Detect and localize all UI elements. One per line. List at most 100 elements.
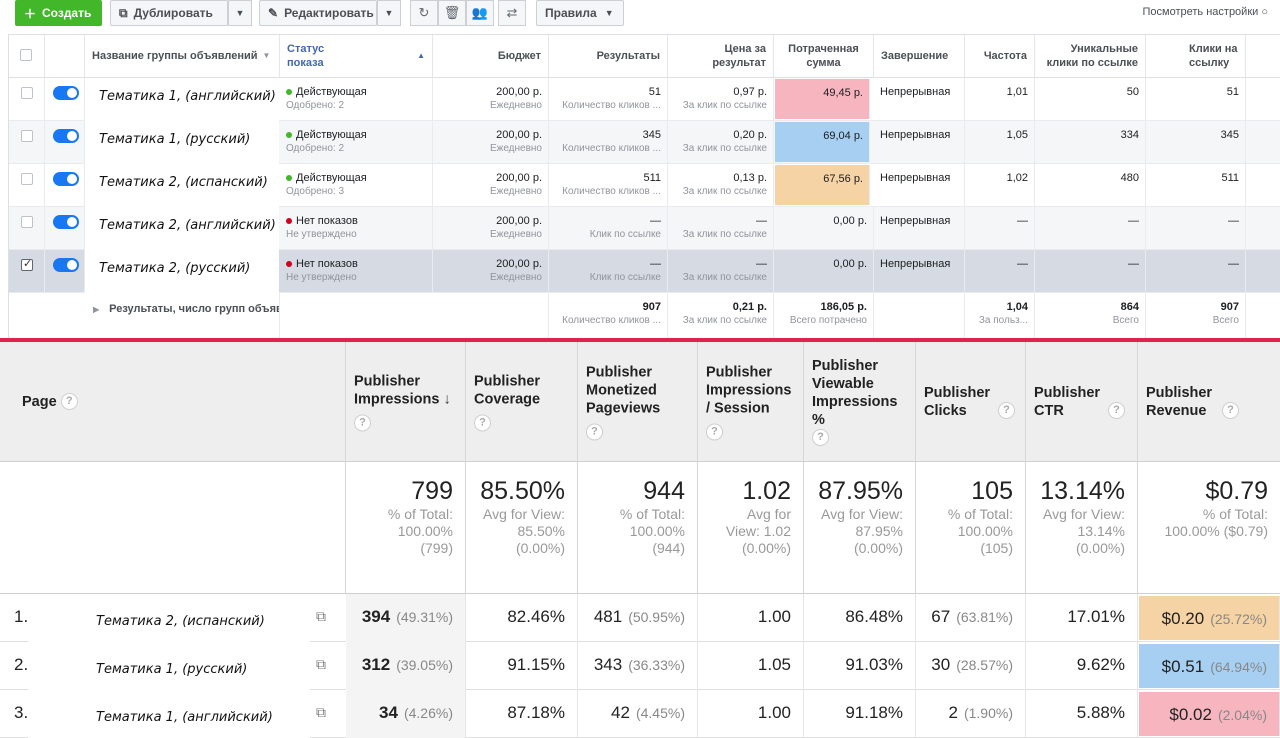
adset-status: Нет показов Не утверждено <box>280 250 433 293</box>
total-line3: (0.00%) <box>515 540 565 556</box>
results-value: — <box>650 215 661 227</box>
adset-budget[interactable]: 200,00 р. Ежедневно <box>433 78 549 121</box>
trash-icon: 🗑 <box>443 5 461 20</box>
open-page-icon[interactable]: ⧉ <box>316 704 326 720</box>
header-spent[interactable]: Потраченная сумма <box>774 35 874 78</box>
row-ctr: 9.62% <box>1026 642 1138 690</box>
edit-button[interactable]: ✎ Редактировать <box>259 0 377 26</box>
delete-button[interactable]: 🗑 <box>438 0 466 26</box>
adset-toggle[interactable] <box>53 258 79 272</box>
header-unique-clicks-label: Уникальные клики по ссылке <box>1046 43 1138 69</box>
row-checkbox[interactable] <box>21 173 33 185</box>
view-settings-link[interactable]: Посмотреть настройки ○ <box>1143 6 1268 18</box>
adset-row[interactable]: Тематика 2, (испанский) Действующая Одобр… <box>9 164 1280 207</box>
adset-frequency: 1,05 <box>965 121 1035 164</box>
adset-name[interactable]: Тематика 1, (английский) <box>85 78 279 121</box>
preview-button[interactable]: ⇄ <box>498 0 526 26</box>
header-imp-session[interactable]: Publisher Impressions / Session? <box>698 342 804 462</box>
header-ctr[interactable]: Publisher CTR ? <box>1026 342 1138 462</box>
header-revenue[interactable]: Publisher Revenue ? <box>1138 342 1280 462</box>
header-viewable[interactable]: Publisher Viewable Impressions % ? <box>804 342 916 462</box>
adset-budget[interactable]: 200,00 р. Ежедневно <box>433 164 549 207</box>
row-checkbox[interactable] <box>21 216 33 228</box>
table-row[interactable]: 3. Тематика 1, (английский) ⧉ 34 (4.26%) 8… <box>0 690 1280 738</box>
help-icon[interactable]: ? <box>354 414 371 431</box>
adset-name[interactable]: Тематика 2, (русский) <box>85 250 279 293</box>
header-impressions[interactable]: Publisher Impressions ↓? <box>346 342 466 462</box>
header-frequency[interactable]: Частота <box>965 35 1035 78</box>
help-icon[interactable]: ? <box>812 429 829 447</box>
help-icon[interactable]: ? <box>706 423 723 440</box>
adset-budget[interactable]: 200,00 р. Ежедневно <box>433 207 549 250</box>
header-status[interactable]: Статус показа ▲ <box>280 35 433 78</box>
open-page-icon[interactable]: ⧉ <box>316 608 326 624</box>
header-name[interactable]: Название группы объявлений ▼ <box>85 35 280 78</box>
header-results[interactable]: Результаты <box>549 35 668 78</box>
adset-name[interactable]: Тематика 2, (английский) <box>85 207 279 250</box>
adset-name[interactable]: Тематика 1, (русский) <box>85 121 279 164</box>
open-page-icon[interactable]: ⧉ <box>316 656 326 672</box>
duplicate-button[interactable]: ⧉ Дублировать <box>110 0 228 26</box>
page-name[interactable]: Тематика 2, (испанский) <box>28 594 310 642</box>
row-checkbox[interactable] <box>21 87 33 99</box>
header-clicks[interactable]: Publisher Clicks ? <box>916 342 1026 462</box>
help-icon[interactable]: ? <box>474 414 491 431</box>
adset-toggle[interactable] <box>53 215 79 229</box>
header-end[interactable]: Завершение <box>874 35 965 78</box>
audience-button[interactable]: 👥 <box>466 0 494 26</box>
help-icon[interactable]: ? <box>586 423 603 440</box>
adset-toggle[interactable] <box>53 86 79 100</box>
row-ctr: 17.01% <box>1026 594 1138 642</box>
table-row[interactable]: 1. Тематика 2, (испанский) ⧉ 394 (49.31%) … <box>0 594 1280 642</box>
results-sub: Клик по ссылке <box>589 229 661 240</box>
page-cell[interactable]: Тематика 2, (испанский) ⧉ <box>0 594 346 642</box>
page-cell[interactable]: Тематика 1, (английский) ⧉ <box>0 690 346 738</box>
adset-row[interactable]: Тематика 1, (английский) Действующая Одоб… <box>9 78 1280 121</box>
help-icon[interactable]: ? <box>1222 402 1240 420</box>
impressions-value: 34 <box>379 703 398 722</box>
duplicate-dropdown-button[interactable]: ▼ <box>228 0 252 26</box>
page-cell[interactable]: Тематика 1, (русский) ⧉ <box>0 642 346 690</box>
edit-dropdown-button[interactable]: ▼ <box>377 0 401 26</box>
help-icon[interactable]: ? <box>60 393 78 411</box>
row-revenue: $0.51 (64.94%) <box>1139 644 1280 688</box>
header-extra <box>1246 35 1280 78</box>
header-monetized[interactable]: Publisher Monetized Pageviews? <box>578 342 698 462</box>
refresh-button[interactable]: ↻ <box>410 0 438 26</box>
adset-toggle[interactable] <box>53 172 79 186</box>
table-row[interactable]: 2. Тематика 1, (русский) ⧉ 312 (39.05%) 91… <box>0 642 1280 690</box>
header-cost[interactable]: Цена за результат <box>668 35 774 78</box>
rules-button[interactable]: Правила ▼ <box>536 0 624 26</box>
adset-toggle[interactable] <box>53 129 79 143</box>
preview-icon: ⇄ <box>506 5 518 20</box>
total-revenue: $0.79 % of Total: 100.00% ($0.79) <box>1138 462 1280 594</box>
help-icon[interactable]: ? <box>1108 402 1126 420</box>
adset-cost: 0,20 р. За клик по ссылке <box>668 121 774 164</box>
adset-name[interactable]: Тематика 2, (испанский) <box>85 164 279 207</box>
page-name[interactable]: Тематика 1, (английский) <box>28 690 310 738</box>
create-button[interactable]: ＋ Создать <box>15 0 102 26</box>
header-coverage[interactable]: Publisher Coverage? <box>466 342 578 462</box>
adset-budget[interactable]: 200,00 р. Ежедневно <box>433 121 549 164</box>
help-icon[interactable]: ? <box>998 402 1016 420</box>
header-link-clicks[interactable]: Клики на ссылку <box>1146 35 1246 78</box>
header-page[interactable]: Page ? <box>0 342 346 462</box>
header-unique-clicks[interactable]: Уникальные клики по ссылке <box>1035 35 1146 78</box>
total-line1: % of Total: <box>947 506 1013 522</box>
adset-row[interactable]: Тематика 1, (русский) Действующая Одобрен… <box>9 121 1280 164</box>
info-icon: ○ <box>1261 6 1268 18</box>
row-checkbox[interactable] <box>21 130 33 142</box>
row-viewable: 91.03% <box>804 642 916 690</box>
summary-label[interactable]: ▶ Результаты, число групп объявлений <box>93 303 279 315</box>
row-checkbox[interactable] <box>21 257 33 271</box>
adset-row[interactable]: Тематика 2, (английский) Нет показов Не у… <box>9 207 1280 250</box>
total-line3: (0.00%) <box>1075 540 1125 556</box>
cost-value: — <box>756 258 767 270</box>
adset-row[interactable]: Тематика 2, (русский) Нет показов Не утве… <box>9 250 1280 293</box>
adset-budget[interactable]: 200,00 р. Ежедневно <box>433 250 549 293</box>
select-all-checkbox[interactable] <box>20 49 32 61</box>
cost-sub: За клик по ссылке <box>682 229 767 240</box>
row-imp-session: 1.00 <box>698 594 804 642</box>
header-budget[interactable]: Бюджет <box>433 35 549 78</box>
page-name[interactable]: Тематика 1, (русский) <box>28 642 310 690</box>
